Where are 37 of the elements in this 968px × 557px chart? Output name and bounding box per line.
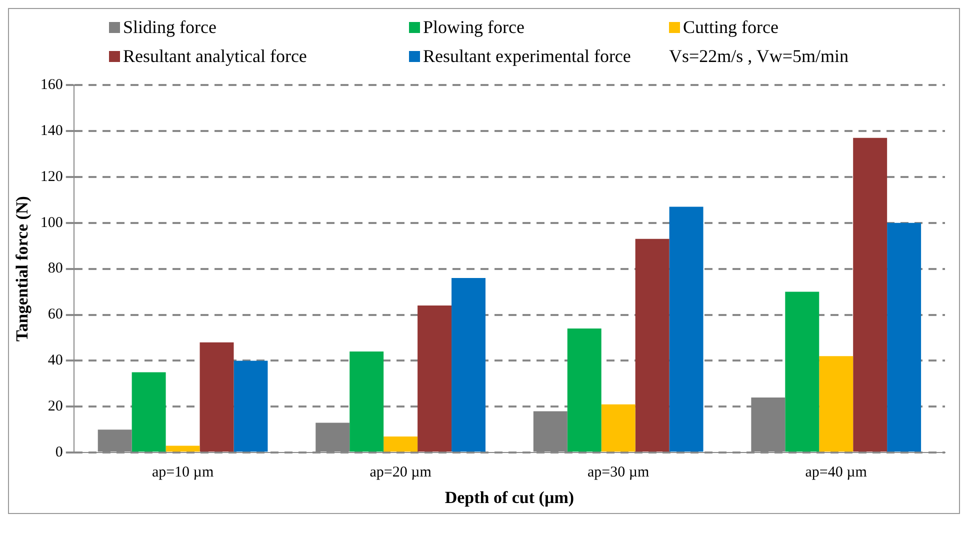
text: Vs=22m/s , Vw=5m/min bbox=[669, 46, 850, 67]
y-tick-label: 60 bbox=[48, 306, 63, 323]
legend-label: Sliding force bbox=[123, 17, 216, 38]
y-tick-label: 80 bbox=[48, 260, 63, 277]
x-tick-label: ap=10 µm bbox=[152, 464, 214, 481]
bar bbox=[452, 278, 486, 452]
bar bbox=[200, 342, 234, 452]
legend-label: Cutting force bbox=[683, 17, 778, 38]
bar bbox=[635, 238, 670, 452]
y-tick-label: 100 bbox=[40, 214, 63, 231]
bar bbox=[384, 436, 418, 452]
y-tick-label: 20 bbox=[48, 398, 63, 415]
y-tick-label: 120 bbox=[40, 168, 63, 185]
bar bbox=[166, 446, 200, 452]
bar bbox=[132, 372, 166, 452]
bar bbox=[418, 306, 452, 452]
bar bbox=[669, 206, 704, 452]
x-tick-label: ap=40 µm bbox=[805, 464, 868, 481]
bar bbox=[567, 328, 602, 452]
bar bbox=[819, 356, 854, 452]
y-axis-title: Tangential force (N) bbox=[12, 196, 32, 342]
bar bbox=[785, 292, 820, 452]
bar bbox=[853, 138, 888, 452]
bar bbox=[350, 352, 384, 452]
legend-label: Plowing force bbox=[423, 17, 524, 38]
x-axis-title: Depth of cut (µm) bbox=[444, 488, 574, 508]
bar bbox=[234, 360, 268, 452]
legend-label: Resultant experimental force bbox=[423, 46, 631, 67]
x-tick-label: ap=30 µm bbox=[587, 464, 650, 481]
x-tick-label: ap=20 µm bbox=[370, 464, 432, 481]
y-tick-label: 40 bbox=[48, 352, 63, 369]
y-tick-label: 160 bbox=[40, 76, 63, 93]
y-tick-label: 140 bbox=[40, 122, 63, 139]
bar bbox=[601, 404, 636, 452]
bar bbox=[887, 222, 922, 452]
y-tick-label: 0 bbox=[55, 444, 63, 461]
legend-label: Resultant analytical force bbox=[123, 46, 307, 67]
